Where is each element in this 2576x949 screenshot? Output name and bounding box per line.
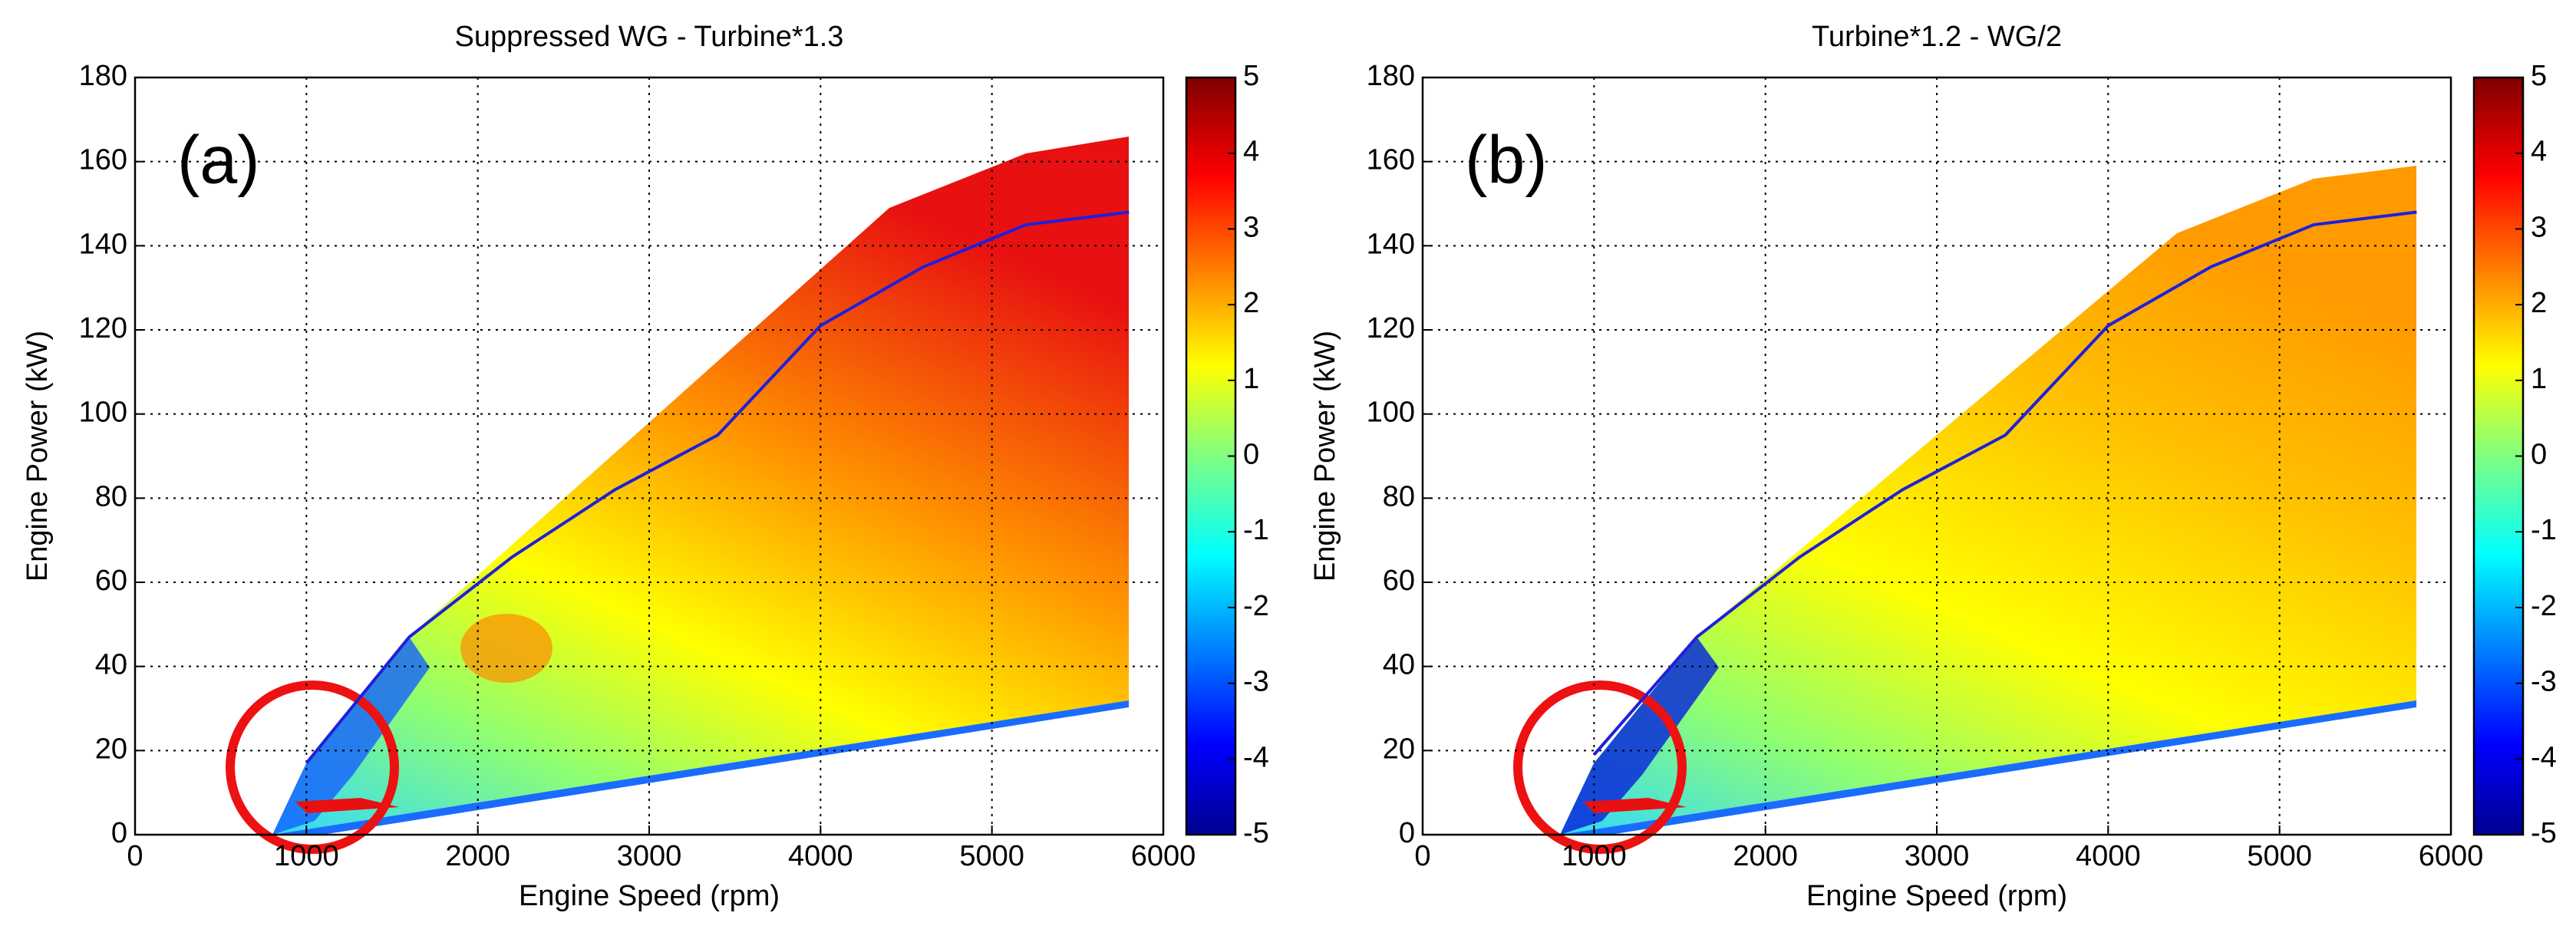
colorbar-tick-label: 2 xyxy=(1243,287,1259,319)
colorbar-tick-label: 5 xyxy=(1243,60,1259,92)
x-tick-label: 1000 xyxy=(274,840,339,872)
x-tick-label: 4000 xyxy=(788,840,853,872)
plot-frame xyxy=(134,76,1165,836)
colorbar-tick-label: -1 xyxy=(1243,514,1269,546)
y-tick-label: 40 xyxy=(1383,649,1415,681)
y-tick-label: 60 xyxy=(1383,565,1415,597)
y-tick-label: 140 xyxy=(79,228,127,260)
x-axis-label: Engine Speed (rpm) xyxy=(1806,880,2067,912)
colorbar-tick-label: 3 xyxy=(1243,211,1259,243)
colorbar-tick-label: 1 xyxy=(2531,363,2547,395)
colorbar-tick-label: 4 xyxy=(1243,136,1259,168)
y-tick-label: 160 xyxy=(79,144,127,176)
colorbar-tick-label: -5 xyxy=(2531,817,2557,849)
colorbar-tick-label: 3 xyxy=(2531,211,2547,243)
chart-title: Suppressed WG - Turbine*1.3 xyxy=(455,21,844,53)
y-tick-label: 60 xyxy=(95,565,127,597)
y-tick-label: 100 xyxy=(1367,397,1415,429)
y-tick-label: 100 xyxy=(79,397,127,429)
y-tick-label: 80 xyxy=(1383,480,1415,512)
line xyxy=(1592,210,2417,756)
y-tick-label: 80 xyxy=(95,480,127,512)
annotation: (b) xyxy=(1465,121,1548,197)
plot-frame xyxy=(1421,76,2452,836)
colorbar-tick-label: 0 xyxy=(1243,439,1259,471)
y-tick-label: 160 xyxy=(1367,144,1415,176)
x-tick-label: 5000 xyxy=(959,840,1024,872)
y-tick-label: 0 xyxy=(1399,817,1415,849)
colorbar-tick-label: -3 xyxy=(1243,666,1269,698)
x-tick-label: 5000 xyxy=(2247,840,2312,872)
annotation: (a) xyxy=(177,121,260,197)
y-tick-label: 20 xyxy=(1383,733,1415,765)
x-tick-label: 6000 xyxy=(1131,840,1196,872)
colorbar-tick-label: -2 xyxy=(2531,590,2557,622)
y-axis-label: Engine Power (kW) xyxy=(21,331,54,582)
y-tick-label: 120 xyxy=(1367,312,1415,344)
colorbar-tick-label: -3 xyxy=(2531,666,2557,698)
colorbar-tick-label: 2 xyxy=(2531,287,2547,319)
x-axis-label: Engine Speed (rpm) xyxy=(519,880,780,912)
y-tick-label: 180 xyxy=(79,60,127,92)
colorbar-tick-label: 4 xyxy=(2531,136,2547,168)
x-tick-label: 0 xyxy=(127,840,143,872)
x-tick-label: 4000 xyxy=(2076,840,2141,872)
colorbar xyxy=(2472,76,2525,836)
colorbar-tick-label: -4 xyxy=(2531,741,2557,773)
chart-title: Turbine*1.2 - WG/2 xyxy=(1812,21,2062,53)
colorbar-tick-label: -1 xyxy=(2531,514,2557,546)
line xyxy=(305,210,1130,765)
y-tick-label: 0 xyxy=(111,817,127,849)
y-axis-label: Engine Power (kW) xyxy=(1309,331,1341,582)
x-tick-label: 3000 xyxy=(617,840,682,872)
colorbar-tick-label: -4 xyxy=(1243,741,1269,773)
colorbar-tick-label: -5 xyxy=(1243,817,1269,849)
colorbar-tick-label: 0 xyxy=(2531,439,2547,471)
y-tick-label: 140 xyxy=(1367,228,1415,260)
x-tick-label: 2000 xyxy=(445,840,510,872)
y-tick-label: 120 xyxy=(79,312,127,344)
y-tick-label: 180 xyxy=(1367,60,1415,92)
colorbar-tick-label: -2 xyxy=(1243,590,1269,622)
colorbar-tick-label: 1 xyxy=(1243,363,1259,395)
highlight-circles xyxy=(226,680,1687,854)
x-tick-label: 2000 xyxy=(1733,840,1798,872)
y-tick-label: 40 xyxy=(95,649,127,681)
x-tick-label: 6000 xyxy=(2419,840,2484,872)
x-tick-label: 1000 xyxy=(1562,840,1627,872)
contour-fill xyxy=(272,137,2416,835)
x-tick-label: 0 xyxy=(1414,840,1430,872)
y-tick-label: 20 xyxy=(95,733,127,765)
x-tick-label: 3000 xyxy=(1905,840,1970,872)
colorbar-tick-label: 5 xyxy=(2531,60,2547,92)
